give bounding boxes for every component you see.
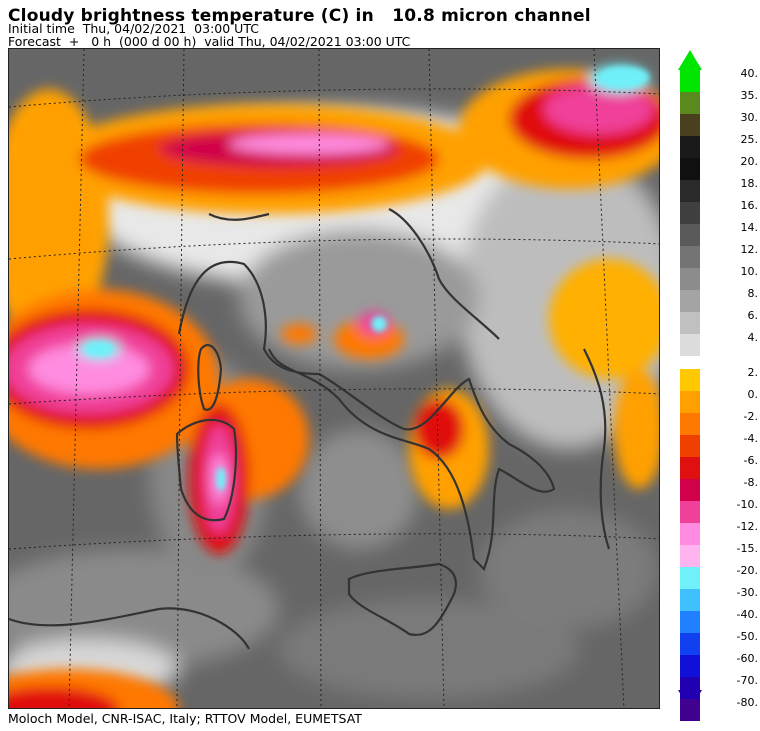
colorbar-label: -80. xyxy=(736,696,758,709)
initial-time: Initial time Thu, 04/02/2021 03:00 UTC xyxy=(8,21,259,36)
colorbar-segment xyxy=(680,158,700,180)
cold-cloud-tops xyxy=(85,67,649,491)
colorbar-segment xyxy=(680,699,700,721)
satellite-map xyxy=(8,48,660,709)
colorbar-label: -15. xyxy=(736,542,758,555)
colorbar-segment xyxy=(680,334,700,356)
colorbar-segment xyxy=(680,479,700,501)
colorbar-label: -60. xyxy=(736,652,758,665)
colorbar-segment xyxy=(680,224,700,246)
colorbar-segment xyxy=(680,677,700,699)
colorbar-label: -8. xyxy=(743,476,758,489)
colorbar-segment xyxy=(680,589,700,611)
map-title: Cloudy brightness temperature (C) in 10.… xyxy=(8,6,591,26)
colorbar-label: 12. xyxy=(740,243,759,256)
colorbar-segment xyxy=(680,391,700,413)
colorbar-label: -4. xyxy=(743,432,758,445)
colorbar-label: 20. xyxy=(740,155,759,168)
colorbar-label: 18. xyxy=(740,177,759,190)
colorbar-label: -10. xyxy=(736,498,758,511)
coastlines xyxy=(9,208,611,650)
colorbar-label: 6. xyxy=(747,309,759,322)
colorbar-segment xyxy=(680,545,700,567)
colorbar-segment xyxy=(680,246,700,268)
colorbar-label: -20. xyxy=(736,564,758,577)
colorbar-segment xyxy=(680,114,700,136)
colorbar-segment xyxy=(680,202,700,224)
colorbar-segment xyxy=(680,567,700,589)
colorbar-top-arrow-icon xyxy=(678,50,702,70)
colorbar-segment xyxy=(680,413,700,435)
colorbar-segment xyxy=(680,435,700,457)
colorbar-label: -6. xyxy=(743,454,758,467)
colorbar-segment xyxy=(680,655,700,677)
colorbar-label: 40. xyxy=(740,67,759,80)
colorbar-label: 8. xyxy=(747,287,759,300)
colorbar-segment xyxy=(680,523,700,545)
colorbar-segment xyxy=(680,136,700,158)
colorbar-segment xyxy=(680,611,700,633)
colorbar-segment xyxy=(680,268,700,290)
graticule xyxy=(9,49,659,708)
map-canvas xyxy=(9,49,659,708)
colorbar-label: -12. xyxy=(736,520,758,533)
colorbar-segment xyxy=(680,312,700,334)
colorbar-label: -30. xyxy=(736,586,758,599)
colorbar-label: 25. xyxy=(740,133,759,146)
colorbar-segment xyxy=(680,92,700,114)
model-credit: Moloch Model, CNR-ISAC, Italy; RTTOV Mod… xyxy=(8,711,362,726)
colorbar-label: 14. xyxy=(740,221,759,234)
colorbar-label: -70. xyxy=(736,674,758,687)
colorbar-label: -2. xyxy=(743,410,758,423)
colorbar-label: 30. xyxy=(740,111,759,124)
colorbar-segment xyxy=(680,457,700,479)
cloud-fields xyxy=(9,65,659,708)
colorbar-label: 0. xyxy=(747,388,759,401)
colorbar-segment xyxy=(680,633,700,655)
colorbar-label: 10. xyxy=(740,265,759,278)
colorbar-label: 4. xyxy=(747,331,759,344)
colorbar-label: -50. xyxy=(736,630,758,643)
colorbar-segment xyxy=(680,180,700,202)
colorbar-label: 35. xyxy=(740,89,759,102)
colorbar-segment xyxy=(680,70,700,92)
colorbar-label: -40. xyxy=(736,608,758,621)
colorbar-label: 16. xyxy=(740,199,759,212)
colorbar-segment xyxy=(680,369,700,391)
colorbar-segment xyxy=(680,290,700,312)
colorbar-segment xyxy=(680,501,700,523)
forecast-valid-time: Forecast + 0 h (000 d 00 h) valid Thu, 0… xyxy=(8,34,411,49)
colorbar-label: 2. xyxy=(747,366,759,379)
